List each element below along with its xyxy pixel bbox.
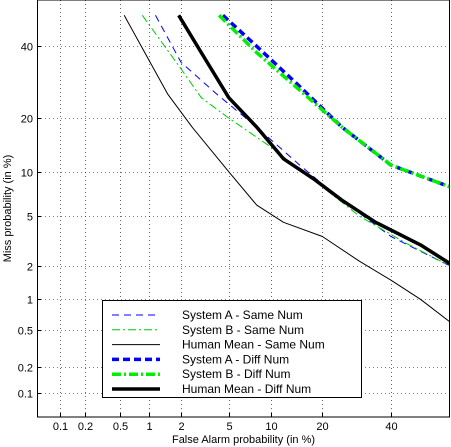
series-line-4	[221, 14, 450, 189]
x-axis-label: False Alarm probability (in %)	[172, 434, 315, 446]
y-tick-labels: 0.1 0.2 0.5 1 2 5 10 20 40	[18, 42, 33, 401]
y-tick-label: 1	[27, 295, 33, 307]
x-tick-label: 0.1	[53, 421, 68, 433]
legend-label: Human Mean - Same Num	[182, 338, 325, 352]
legend-label: System A - Diff Num	[182, 352, 289, 366]
y-tick-label: 10	[21, 168, 33, 180]
series-line-2	[141, 15, 450, 267]
x-tick-label: 2	[178, 421, 184, 433]
y-tick-label: 0.2	[18, 363, 33, 375]
series-line-5	[217, 14, 450, 189]
series-line-1	[155, 15, 450, 267]
x-tick-label: 0.5	[113, 421, 128, 433]
y-tick-label: 0.1	[18, 389, 33, 401]
legend-box	[102, 300, 362, 398]
y-tick-label: 40	[21, 42, 33, 54]
x-tick-label: 20	[316, 421, 328, 433]
x-tick-labels: 0.1 0.2 0.5 1 2 5 10 20 40	[53, 421, 398, 433]
y-tick-label: 0.5	[18, 326, 33, 338]
x-tick-label: 0.2	[78, 421, 93, 433]
series-lines	[123, 14, 450, 323]
x-tick-label: 10	[265, 421, 277, 433]
legend-label: Human Mean - Diff Num	[182, 382, 311, 396]
legend-label: System B - Same Num	[182, 323, 304, 337]
y-axis-label: Miss probability (in %)	[2, 155, 14, 263]
legend-label: System A - Same Num	[182, 308, 303, 322]
plot-frame	[37, 0, 450, 418]
x-tick-label: 1	[146, 421, 152, 433]
x-tick-label: 5	[226, 421, 232, 433]
y-tick-label: 2	[27, 262, 33, 274]
series-line-3	[123, 15, 450, 323]
legend-label: System B - Diff Num	[182, 367, 290, 381]
y-tick-label: 20	[21, 114, 33, 126]
y-tick-label: 5	[27, 212, 33, 224]
series-line-6	[177, 14, 450, 266]
x-tick-label: 40	[385, 421, 397, 433]
